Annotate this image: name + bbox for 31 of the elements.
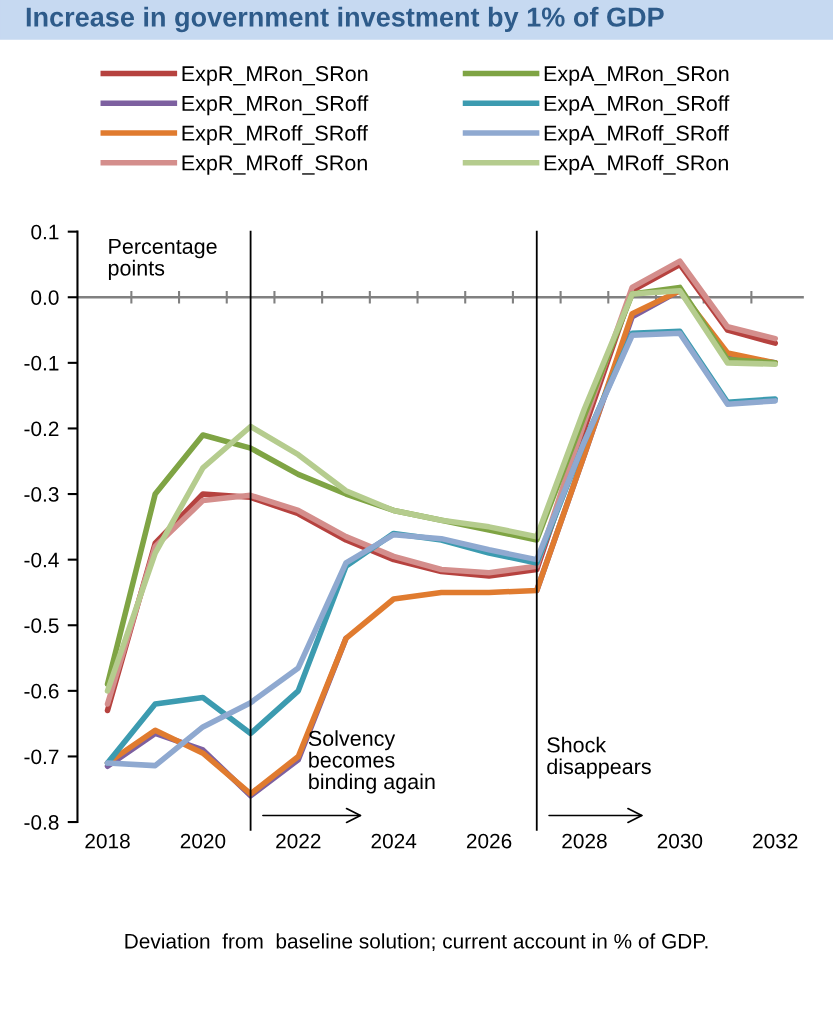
y-tick-label: -0.6 [24, 683, 59, 699]
annotation: Shock disappears [547, 736, 651, 779]
legend-label: ExpR_MRoff_SRoff [182, 125, 368, 146]
chart-title: Increase in government investment by 1% of GDP [26, 6, 664, 33]
annotation: Percentage points [108, 239, 217, 280]
legend-label: ExpR_MRon_SRoff [182, 95, 369, 116]
y-tick-label: -0.4 [24, 552, 59, 568]
x-tick-label: 2032 [753, 833, 798, 849]
legend-label: ExpR_MRoff_SRon [182, 154, 367, 175]
y-tick-label: 0.1 [31, 224, 59, 240]
y-tick-label: -0.7 [24, 749, 59, 765]
x-tick-label: 2020 [180, 833, 226, 849]
legend-label: ExpA_MRoff_SRon [544, 154, 728, 175]
annotation: Solvency becomes binding again [308, 730, 435, 794]
y-tick-label: -0.1 [24, 355, 59, 371]
x-tick-label: 2022 [276, 833, 321, 849]
text: Deviation from baseline solution; current account in % of GDP. [125, 933, 708, 952]
x-tick-label: 2030 [657, 833, 703, 849]
legend-label: ExpR_MRon_SRon [182, 66, 368, 86]
legend-label: ExpA_MRon_SRoff [544, 95, 730, 116]
x-tick-label: 2026 [466, 833, 512, 849]
y-tick-label: -0.3 [24, 487, 59, 502]
x-tick-label: 2028 [562, 833, 607, 849]
x-tick-label: 2024 [371, 833, 417, 849]
legend-label: ExpA_MRon_SRon [544, 66, 729, 86]
y-tick-label: -0.5 [24, 618, 59, 633]
y-tick-label: -0.2 [24, 421, 59, 437]
x-tick-label: 2018 [85, 833, 130, 849]
y-tick-label: 0.0 [31, 290, 59, 305]
legend-label: ExpA_MRoff_SRoff [544, 125, 729, 146]
y-tick-label: -0.8 [24, 815, 59, 830]
